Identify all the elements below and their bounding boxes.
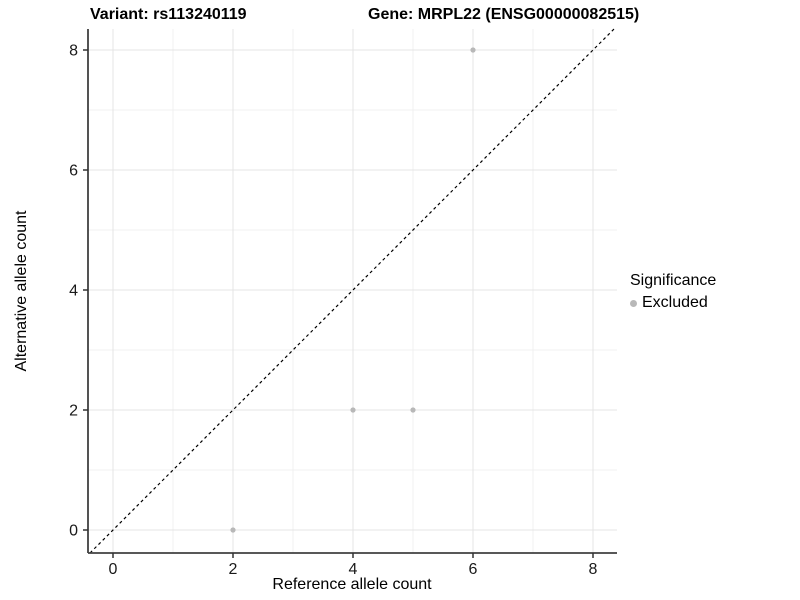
legend-item-label: Excluded <box>642 294 708 311</box>
identity-reference-line <box>89 28 615 554</box>
gene-title: Gene: MRPL22 (ENSG00000082515) <box>368 6 640 23</box>
x-tick-label: 8 <box>589 561 598 578</box>
excluded-point-icon <box>630 299 637 307</box>
y-axis-title: Alternative allele count <box>13 210 30 372</box>
x-tick-label: 0 <box>109 561 118 578</box>
legend-title: Significance <box>630 272 717 289</box>
x-tick-label: 2 <box>229 561 238 578</box>
legend-item-excluded: Excluded <box>630 294 716 312</box>
x-tick-label: 4 <box>349 561 358 578</box>
y-tick-label: 2 <box>69 403 78 420</box>
variant-title: Variant: rs113240119 <box>90 6 247 23</box>
data-point <box>470 47 476 53</box>
x-axis-title: Reference allele count <box>272 576 432 593</box>
legend: Significance Excluded <box>630 272 716 312</box>
data-point <box>230 527 236 533</box>
y-tick-label: 4 <box>69 283 78 300</box>
y-tick-label: 8 <box>69 43 78 60</box>
data-point <box>350 407 356 413</box>
y-tick-label: 6 <box>69 163 78 180</box>
x-tick-label: 6 <box>469 561 478 578</box>
y-tick-label: 0 <box>69 523 78 540</box>
data-point <box>410 407 416 413</box>
